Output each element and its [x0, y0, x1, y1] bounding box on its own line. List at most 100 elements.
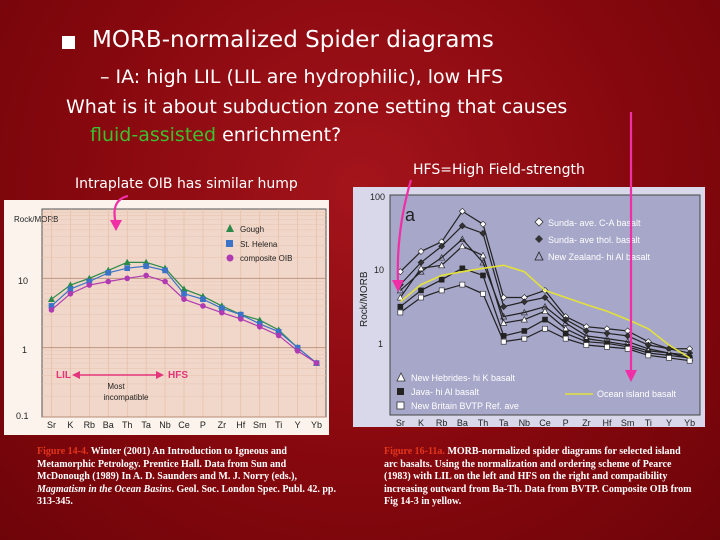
right-point-sunda-ave-thol-basalt-y: [665, 345, 673, 353]
legend-marker-new-hebrides: [396, 372, 406, 382]
right-point-sunda-ave-c-a-basalt-th: [479, 220, 487, 228]
right-point-new-zealand-hi-al-basalt-rb: [438, 253, 446, 261]
left-point-composite-oib-k: [67, 290, 74, 297]
right-point-sunda-ave-thol-basalt-k: [417, 259, 425, 266]
left-xtick-ce: Ce: [178, 420, 190, 430]
left-point-composite-oib-hf: [238, 316, 244, 322]
left-xtick-th: Th: [122, 420, 133, 430]
right-point-sunda-ave-thol-basalt-ba: [458, 222, 466, 230]
left-xtick-rb: Rb: [84, 420, 96, 430]
right-spider-diagram: 100 10 1 Rock/MORB a Sr K Rb Ba Th Ta Nb Ce P Zr H…: [353, 187, 705, 427]
left-point-gough-sr: [47, 295, 55, 303]
question-rest: enrichment?: [216, 124, 342, 146]
left-point-composite-oib-p: [200, 303, 206, 309]
right-point-new-britain-bvtp-ref-ave-p: [562, 335, 569, 342]
right-point-sunda-ave-thol-basalt-zr: [582, 327, 590, 335]
left-xtick-ti: Ti: [275, 420, 282, 430]
right-line-ocean-island-basalt: [399, 264, 691, 359]
right-point-sunda-ave-thol-basalt-hf: [603, 329, 611, 337]
right-point-java-hi-al-basalt-k: [418, 287, 424, 294]
right-point-java-hi-al-basalt-ce: [542, 316, 548, 323]
most-incompatible-line1: Most: [107, 382, 125, 391]
left-point-composite-oib-nb: [162, 278, 168, 285]
right-point-new-hebrides-hi-k-basalt-ta: [500, 319, 508, 326]
left-xtick-zr: Zr: [218, 420, 227, 430]
right-point-new-hebrides-hi-k-basalt-rb: [438, 261, 446, 269]
most-incompatible-line2: incompatible: [104, 393, 149, 402]
left-point-st-helena-th: [124, 265, 130, 272]
left-xtick-p: P: [200, 420, 206, 430]
right-hfs-arrowhead: [625, 370, 637, 382]
legend-marker-java: [397, 388, 404, 395]
legend-new-britain: New Britain BVTP Ref. ave: [411, 401, 519, 411]
left-figure-number: Figure 14-4.: [37, 446, 89, 457]
left-point-st-helena-ta: [143, 263, 149, 269]
right-caption: HFS=High Field-strength: [413, 162, 585, 178]
arrow-right-head: [156, 371, 164, 379]
right-point-new-britain-bvtp-ref-ave-ti: [645, 352, 652, 359]
left-hump-arrow: [113, 194, 129, 225]
right-xtick-p: P: [563, 418, 569, 427]
right-point-new-britain-bvtp-ref-ave-k: [418, 294, 424, 301]
left-point-composite-oib-ce: [181, 296, 187, 303]
legend-marker-gough: [226, 224, 234, 232]
legend-sunda-ca: Sunda- ave. C-A basalt: [548, 218, 641, 228]
right-point-new-hebrides-hi-k-basalt-ce: [541, 307, 549, 315]
legend-sunda-thol: Sunda- ave thol. basalt: [548, 235, 641, 245]
right-point-sunda-ave-c-a-basalt-hf: [603, 325, 611, 333]
left-figure-caption: Figure 14-4. Winter (2001) An Introducti…: [37, 446, 337, 509]
right-point-sunda-ave-c-a-basalt-rb: [438, 238, 446, 246]
right-point-java-hi-al-basalt-nb: [521, 328, 528, 334]
right-series-lines: [396, 207, 694, 364]
right-xtick-nb: Nb: [519, 418, 531, 427]
right-point-new-britain-bvtp-ref-ave-y: [666, 355, 672, 361]
left-point-composite-oib-zr: [219, 309, 225, 316]
left-xtick-nb: Nb: [159, 420, 171, 430]
right-point-sunda-ave-thol-basalt-nb: [520, 298, 528, 306]
question-line-1: What is it about subduction zone setting…: [66, 96, 568, 118]
left-xtick-ta: Ta: [141, 420, 151, 430]
right-point-new-zealand-hi-al-basalt-ba: [458, 235, 466, 242]
right-point-java-hi-al-basalt-th: [480, 272, 486, 279]
left-xtick-k: K: [67, 420, 73, 430]
right-point-new-britain-bvtp-ref-ave-zr: [583, 342, 590, 348]
right-point-new-hebrides-hi-k-basalt-nb: [520, 315, 528, 323]
left-point-composite-oib-y: [294, 348, 301, 354]
lil-label: LIL: [56, 370, 71, 381]
left-figure-text: Winter (2001) An Introduction to Igneous…: [37, 446, 298, 482]
left-ytick-0.1: 0.1: [16, 411, 29, 421]
left-ytick-10: 10: [18, 276, 28, 286]
left-x-ticks: Sr K Rb Ba Th Ta Nb Ce P Zr Hf Sm Ti Y Yb: [47, 420, 322, 430]
left-point-composite-oib-sm: [256, 323, 263, 330]
right-point-new-zealand-hi-al-basalt-nb: [520, 308, 528, 316]
right-figure-number: Figure 16-11a.: [384, 446, 445, 457]
left-point-composite-oib-ti: [275, 332, 282, 339]
right-point-new-britain-bvtp-ref-ave-nb: [521, 335, 528, 342]
left-figure-tail: . Geol. Soc. London Spec. Publ. 42. pp. …: [37, 483, 336, 508]
legend-st-helena: St. Helena: [240, 240, 278, 249]
legend-ocean-island-basalt: Ocean island basalt: [597, 389, 677, 399]
left-series-lines: [47, 258, 321, 366]
right-point-new-hebrides-hi-k-basalt-ba: [458, 242, 466, 250]
left-point-st-helena-nb: [162, 267, 168, 274]
left-xtick-sr: Sr: [47, 420, 56, 430]
right-point-sunda-ave-thol-basalt-rb: [438, 242, 446, 250]
left-point-st-helena-p: [200, 296, 206, 303]
left-caption: Intraplate OIB has similar hump: [75, 176, 298, 192]
right-point-sunda-ave-c-a-basalt-ba: [458, 207, 466, 215]
right-xtick-k: K: [418, 418, 424, 427]
legend-marker-composite-oib: [226, 254, 234, 262]
left-point-st-helena-ce: [181, 290, 187, 297]
left-point-composite-oib-ta: [143, 272, 149, 279]
left-point-composite-oib-th: [124, 275, 130, 282]
right-point-sunda-ave-c-a-basalt-k: [417, 248, 425, 255]
right-xtick-zr: Zr: [582, 418, 591, 427]
right-point-new-britain-bvtp-ref-ave-ba: [459, 281, 466, 288]
right-legend-top: Sunda- ave. C-A basalt Sunda- ave thol. …: [534, 217, 651, 262]
right-lil-arrow: [396, 179, 413, 285]
left-xtick-ba: Ba: [103, 420, 114, 430]
left-point-composite-oib-rb: [86, 282, 93, 288]
right-point-new-hebrides-hi-k-basalt-th: [479, 251, 487, 259]
legend-composite-oib: composite OIB: [240, 254, 292, 263]
